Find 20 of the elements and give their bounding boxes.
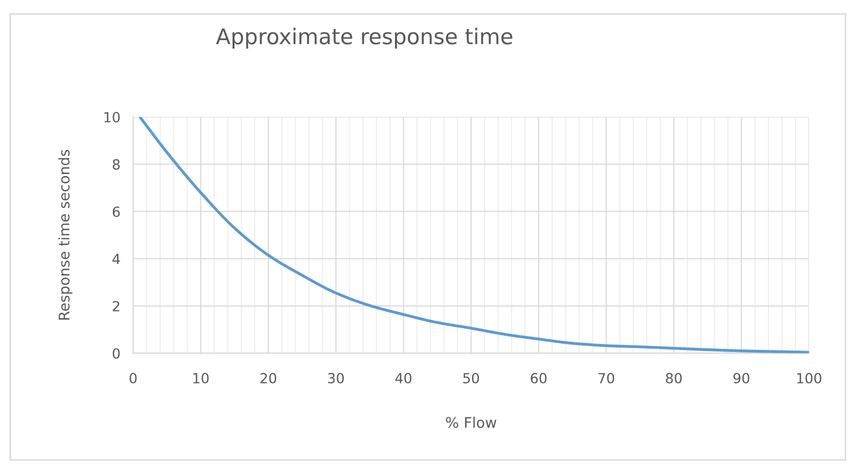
x-tick-label: 40 [395, 372, 412, 384]
x-tick-label: 90 [733, 372, 750, 384]
y-tick-label: 6 [112, 206, 120, 217]
x-tick-label: 60 [530, 372, 547, 384]
y-tick-label: 4 [112, 254, 120, 264]
x-tick-label: 30 [328, 372, 344, 384]
y-tick-label: 10 [104, 112, 120, 122]
x-tick-label: 50 [463, 372, 479, 384]
y-tick-label: 8 [112, 159, 120, 170]
y-tick-label: 0 [112, 348, 120, 359]
y-tick-label: 2 [112, 300, 120, 312]
x-tick-label: 0 [130, 372, 137, 384]
x-axis-title: % Flow [446, 416, 496, 428]
x-tick-label: 70 [598, 372, 614, 384]
y-axis-title: Response time seconds [58, 150, 72, 320]
x-tick-label: 10 [193, 372, 209, 384]
x-tick-label: 100 [797, 372, 822, 384]
x-tick-label: 80 [666, 372, 682, 384]
x-tick-label: 20 [260, 372, 276, 384]
chart-title: Approximate response time [216, 28, 512, 49]
